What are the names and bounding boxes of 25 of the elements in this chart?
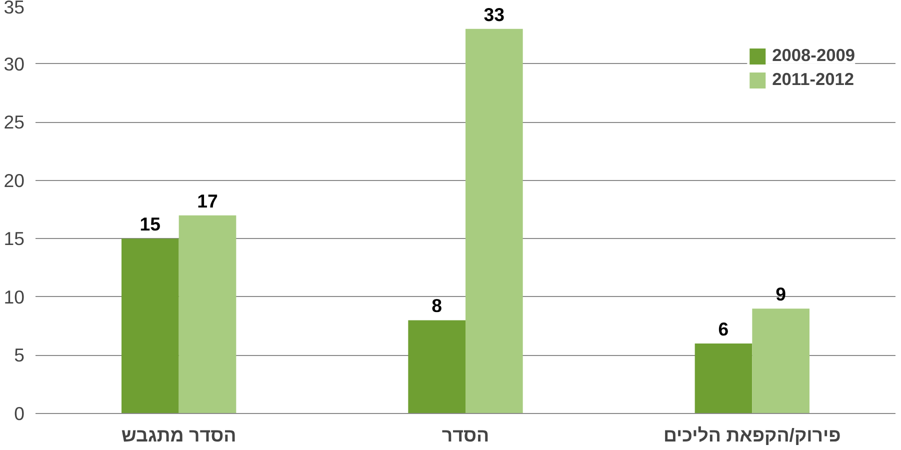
bar [752,308,810,414]
y-tick-label: 10 [4,286,25,308]
y-tick-label: 30 [4,53,25,74]
legend-label: 2008-2009 [772,45,855,66]
x-tick-label: פירוק/הקפאת הליכים [663,424,841,446]
x-tick-label: הסדר מתגבש [121,424,236,446]
data-label: 8 [432,295,442,316]
data-label: 15 [140,214,161,235]
data-label: 9 [776,284,786,305]
data-label: 17 [197,190,218,212]
bar [178,215,236,414]
y-tick-label: 0 [14,403,25,424]
y-tick-label: 20 [4,170,25,191]
y-tick-label: 15 [4,228,25,250]
data-label: 6 [718,318,729,340]
y-tick-label: 25 [4,112,25,133]
bar [694,344,752,414]
y-tick-label: 35 [4,0,25,18]
bar [122,238,179,414]
legend-label: 2011-2012 [772,69,854,90]
bar [466,28,523,414]
bar [408,320,466,414]
data-label: 33 [484,4,505,25]
x-tick-label: הסדר [442,424,490,446]
y-tick-label: 5 [14,344,25,366]
